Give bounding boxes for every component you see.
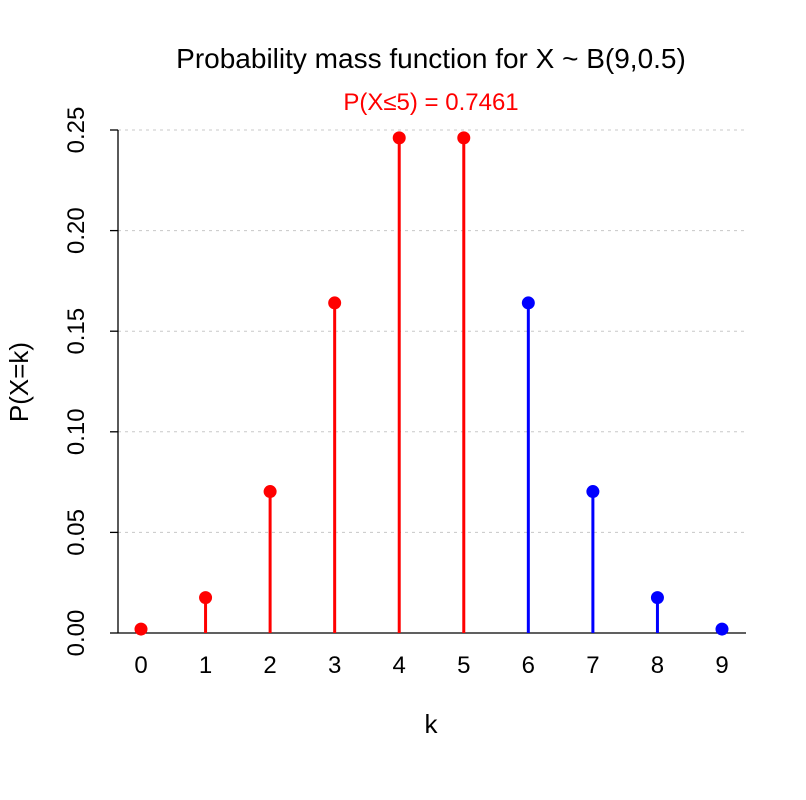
y-tick-label-3: 0.15 xyxy=(63,308,90,355)
x-tick-label-5: 5 xyxy=(457,652,470,679)
grid-lines xyxy=(118,129,746,533)
x-tick-label-6: 6 xyxy=(522,652,535,679)
y-tick-label-2: 0.10 xyxy=(63,408,90,455)
y-axis-title: P(X=k) xyxy=(4,342,34,422)
point-k-0 xyxy=(134,622,148,636)
points xyxy=(134,131,729,636)
chart-title: Probability mass function for X ~ B(9,0.… xyxy=(176,43,686,74)
point-k-6 xyxy=(521,296,535,310)
y-tick-labels: 0.00 0.05 0.10 0.15 0.20 0.25 xyxy=(63,107,90,657)
point-k-7 xyxy=(586,485,600,499)
x-tick-labels: 0 1 2 3 4 5 6 7 8 9 xyxy=(134,652,728,679)
y-tick-label-5: 0.25 xyxy=(63,107,90,154)
chart-subtitle: P(X≤5) = 0.7461 xyxy=(343,89,518,116)
y-tick-label-0: 0.00 xyxy=(63,610,90,657)
x-tick-label-3: 3 xyxy=(328,652,341,679)
x-tick-label-9: 9 xyxy=(715,652,728,679)
point-k-3 xyxy=(328,296,342,310)
x-tick-label-1: 1 xyxy=(199,652,212,679)
stems xyxy=(139,137,724,633)
x-tick-label-7: 7 xyxy=(586,652,599,679)
point-k-5 xyxy=(457,131,471,145)
point-k-8 xyxy=(650,591,664,605)
x-axis-title: k xyxy=(425,709,439,739)
point-k-9 xyxy=(715,622,729,636)
axes xyxy=(110,129,746,634)
point-k-1 xyxy=(199,591,213,605)
x-tick-label-4: 4 xyxy=(393,652,406,679)
x-tick-label-0: 0 xyxy=(134,652,147,679)
point-k-2 xyxy=(263,485,277,499)
x-tick-label-2: 2 xyxy=(263,652,276,679)
x-tick-label-8: 8 xyxy=(651,652,664,679)
y-tick-label-1: 0.05 xyxy=(63,509,90,556)
y-tick-label-4: 0.20 xyxy=(63,207,90,254)
point-k-4 xyxy=(392,131,406,145)
